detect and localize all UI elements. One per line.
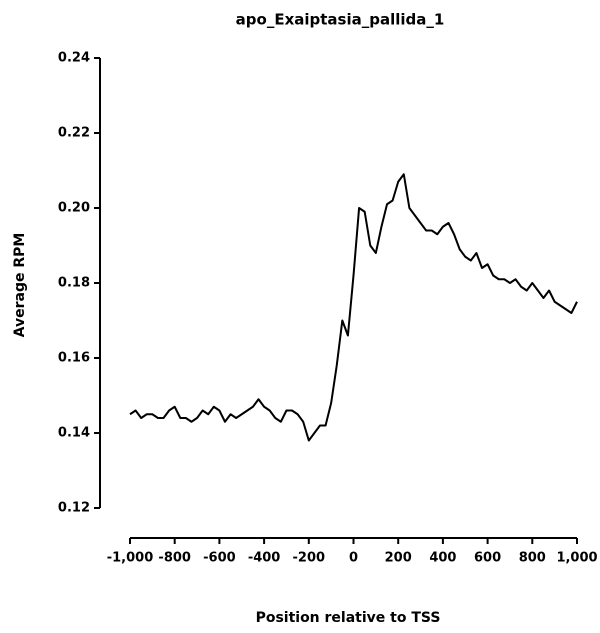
x-tick-label: -200 — [293, 551, 326, 566]
x-tick-label: 0 — [349, 551, 358, 566]
y-tick-label: 0.12 — [58, 501, 90, 516]
y-tick-label: 0.24 — [58, 51, 90, 66]
x-tick-label: -800 — [158, 551, 191, 566]
y-tick-label: 0.18 — [58, 276, 90, 291]
x-tick-label: 600 — [474, 551, 501, 566]
x-tick-label: -1,000 — [107, 551, 154, 566]
x-tick-label: 800 — [519, 551, 546, 566]
x-tick-label: 1,000 — [556, 551, 597, 566]
x-axis-label: Position relative to TSS — [256, 610, 441, 626]
y-axis-label: Average RPM — [12, 233, 28, 338]
chart-title: apo_Exaiptasia_pallida_1 — [236, 11, 445, 29]
y-tick-label: 0.22 — [58, 126, 90, 141]
x-tick-label: -600 — [203, 551, 236, 566]
y-tick-label: 0.14 — [58, 426, 90, 441]
y-tick-label: 0.20 — [58, 201, 90, 216]
y-tick-label: 0.16 — [58, 351, 90, 366]
x-tick-label: -400 — [248, 551, 281, 566]
x-tick-label: 400 — [429, 551, 456, 566]
x-tick-label: 200 — [385, 551, 412, 566]
data-line — [129, 173, 578, 442]
